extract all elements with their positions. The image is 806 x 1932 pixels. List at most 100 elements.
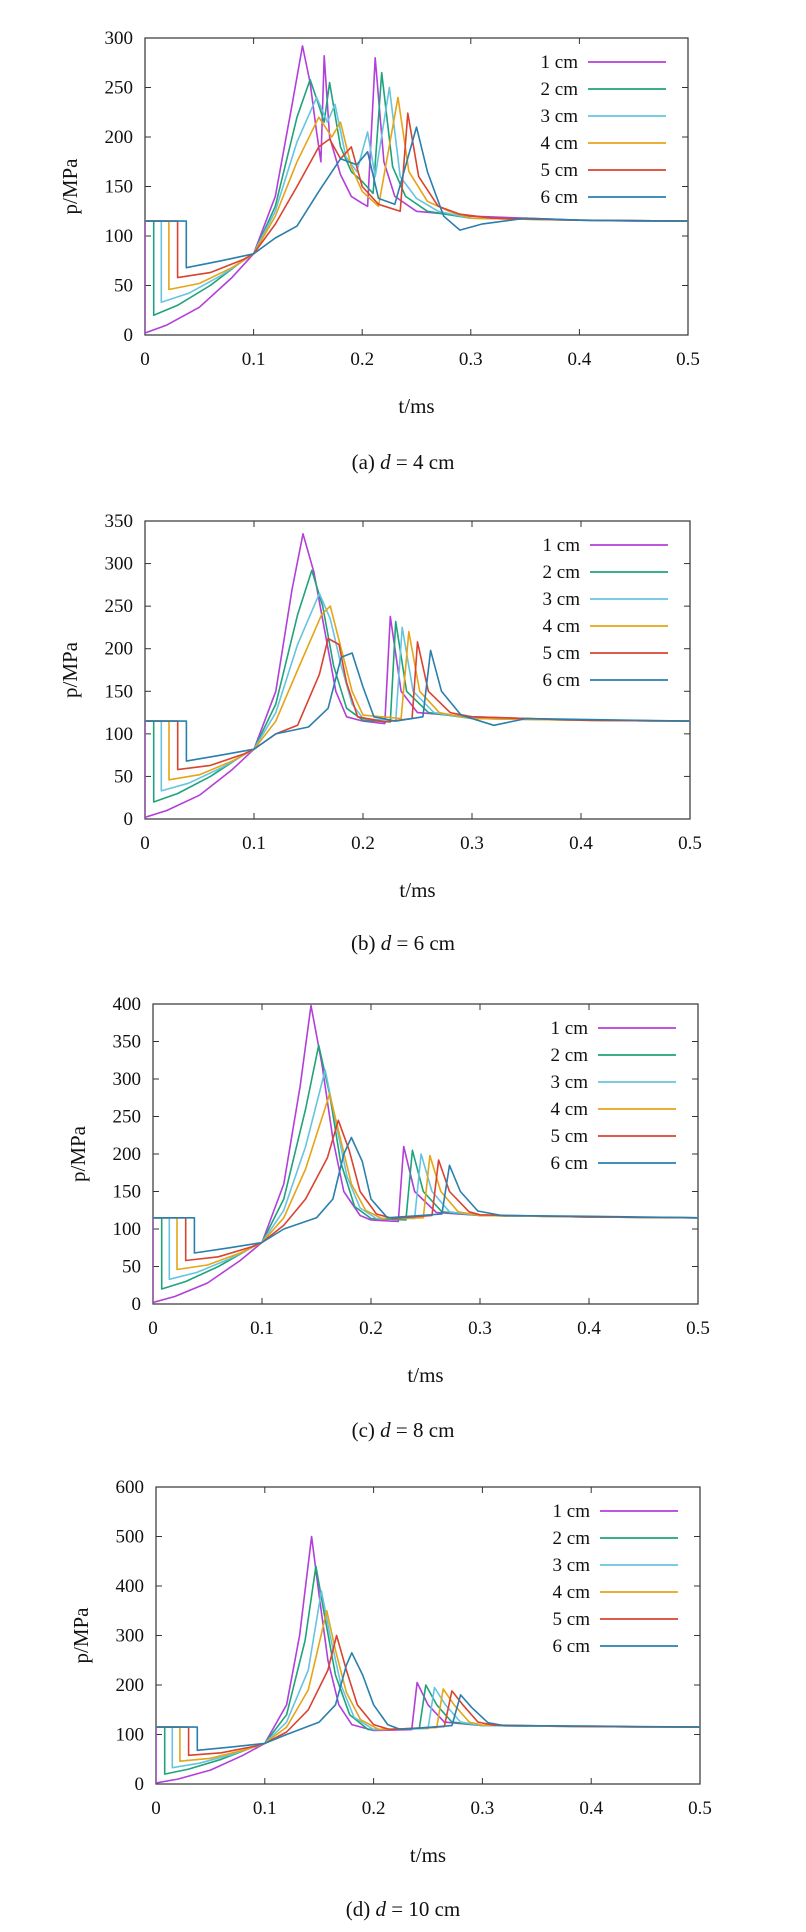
y-axis-label: p/MPa	[58, 641, 82, 698]
legend-label: 2 cm	[553, 1528, 591, 1549]
y-tick-label: 350	[113, 1032, 142, 1053]
legend-label: 5 cm	[543, 643, 581, 664]
y-tick-label: 500	[116, 1527, 145, 1548]
y-tick-label: 100	[105, 724, 134, 745]
x-tick-label: 0.4	[577, 1318, 601, 1339]
series-line-2cm	[145, 71, 688, 316]
x-tick-label: 0.3	[459, 349, 483, 370]
y-tick-label: 200	[113, 1144, 142, 1165]
legend-label: 5 cm	[553, 1609, 591, 1630]
series-line-2cm	[145, 569, 690, 803]
x-tick-label: 0.5	[688, 1798, 712, 1819]
y-tick-label: 200	[116, 1675, 145, 1696]
legend-label: 4 cm	[553, 1582, 591, 1603]
series-line-3cm	[153, 1069, 698, 1281]
legend-label: 4 cm	[543, 616, 581, 637]
x-tick-label: 0.2	[362, 1798, 386, 1819]
x-tick-label: 0.2	[359, 1318, 383, 1339]
panel-c: 0 0.1 0.2 0.3 0.4 0.5 0 50 100 150 200 250 300 350 400…	[0, 966, 806, 1449]
series-line-6cm	[156, 1652, 700, 1752]
y-tick-label: 250	[105, 78, 134, 99]
x-tick-label: 0.4	[568, 349, 592, 370]
caption-prefix: (d)	[345, 1897, 376, 1921]
y-tick-label: 100	[105, 226, 134, 247]
caption-variable: d	[375, 1897, 387, 1921]
y-tick-label: 200	[105, 639, 134, 660]
x-tick-label: 0	[140, 833, 150, 854]
legend-label: 4 cm	[551, 1099, 589, 1120]
plot-frame	[144, 37, 689, 336]
legend-label: 4 cm	[541, 133, 579, 154]
x-tick-label: 0.5	[676, 349, 700, 370]
legend-label: 1 cm	[541, 52, 579, 73]
x-tick-label: 0.3	[468, 1318, 492, 1339]
plot-frame	[155, 1486, 701, 1785]
x-axis-label: t/ms	[399, 878, 435, 902]
series-group	[145, 533, 690, 819]
series-line-5cm	[153, 1119, 698, 1262]
series-line-5cm	[145, 637, 690, 771]
legend-label: 2 cm	[543, 562, 581, 583]
caption-value: = 6 cm	[391, 931, 456, 955]
chart-c: 0 0.1 0.2 0.3 0.4 0.5 0 50 100 150 200 250 300 350 400…	[66, 994, 710, 1387]
caption-variable: d	[380, 931, 392, 955]
x-tick-label: 0.2	[350, 349, 374, 370]
y-tick-label: 50	[114, 276, 133, 297]
series-group	[156, 1535, 700, 1784]
y-tick-label: 50	[122, 1257, 141, 1278]
series-group	[153, 1004, 698, 1304]
legend-label: 3 cm	[543, 589, 581, 610]
legend-label: 3 cm	[551, 1072, 589, 1093]
series-line-6cm	[153, 1136, 698, 1254]
x-tick-label: 0.4	[569, 833, 593, 854]
series-line-4cm	[156, 1610, 700, 1762]
series-line-4cm	[145, 96, 688, 291]
y-axis-label: p/MPa	[58, 158, 82, 215]
series-line-4cm	[153, 1093, 698, 1271]
caption-c: (c) d = 8 cm	[0, 1418, 806, 1443]
x-tick-label: 0.5	[686, 1318, 710, 1339]
x-tick-label: 0.2	[351, 833, 375, 854]
x-tick-label: 0	[140, 349, 150, 370]
x-tick-label: 0.1	[242, 833, 266, 854]
legend-label: 3 cm	[553, 1555, 591, 1576]
x-tick-label: 0.3	[460, 833, 484, 854]
x-tick-label: 0.1	[253, 1798, 277, 1819]
legend-label: 2 cm	[551, 1045, 589, 1066]
series-line-3cm	[145, 86, 688, 304]
series-line-3cm	[156, 1590, 700, 1769]
x-tick-label: 0.1	[250, 1318, 274, 1339]
caption-value: = 8 cm	[390, 1418, 455, 1442]
y-tick-label: 300	[105, 554, 134, 575]
caption-variable: d	[380, 450, 391, 474]
legend-label: 1 cm	[551, 1018, 589, 1039]
series-line-6cm	[145, 649, 690, 762]
y-tick-label: 350	[105, 511, 134, 532]
y-tick-label: 0	[124, 325, 134, 346]
y-tick-label: 300	[105, 28, 134, 49]
y-tick-label: 0	[132, 1294, 142, 1315]
x-tick-label: 0	[151, 1798, 161, 1819]
y-tick-label: 200	[105, 127, 134, 148]
y-tick-label: 300	[113, 1069, 142, 1090]
x-tick-label: 0	[148, 1318, 158, 1339]
x-axis-label: t/ms	[410, 1843, 446, 1867]
x-tick-label: 0.3	[471, 1798, 495, 1819]
y-tick-label: 0	[135, 1774, 145, 1795]
chart-b: 0 0.1 0.2 0.3 0.4 0.5 0 50 100 150 200 250 300 350 t/m…	[58, 511, 702, 902]
caption-prefix: (c)	[351, 1418, 381, 1442]
chart-d: 0 0.1 0.2 0.3 0.4 0.5 0 100 200 300 400 500 600 t/ms p…	[69, 1477, 712, 1867]
series-line-6cm	[145, 126, 688, 269]
y-tick-label: 400	[116, 1576, 145, 1597]
y-tick-label: 150	[105, 177, 134, 198]
y-tick-label: 600	[116, 1477, 145, 1498]
y-tick-label: 100	[113, 1219, 142, 1240]
series-line-3cm	[145, 592, 690, 792]
y-tick-label: 250	[113, 1107, 142, 1128]
plot-frame	[144, 520, 691, 820]
y-tick-label: 150	[105, 681, 134, 702]
y-tick-label: 250	[105, 596, 134, 617]
x-axis-label: t/ms	[398, 394, 434, 418]
x-tick-label: 0.4	[579, 1798, 603, 1819]
y-tick-label: 50	[114, 766, 133, 787]
